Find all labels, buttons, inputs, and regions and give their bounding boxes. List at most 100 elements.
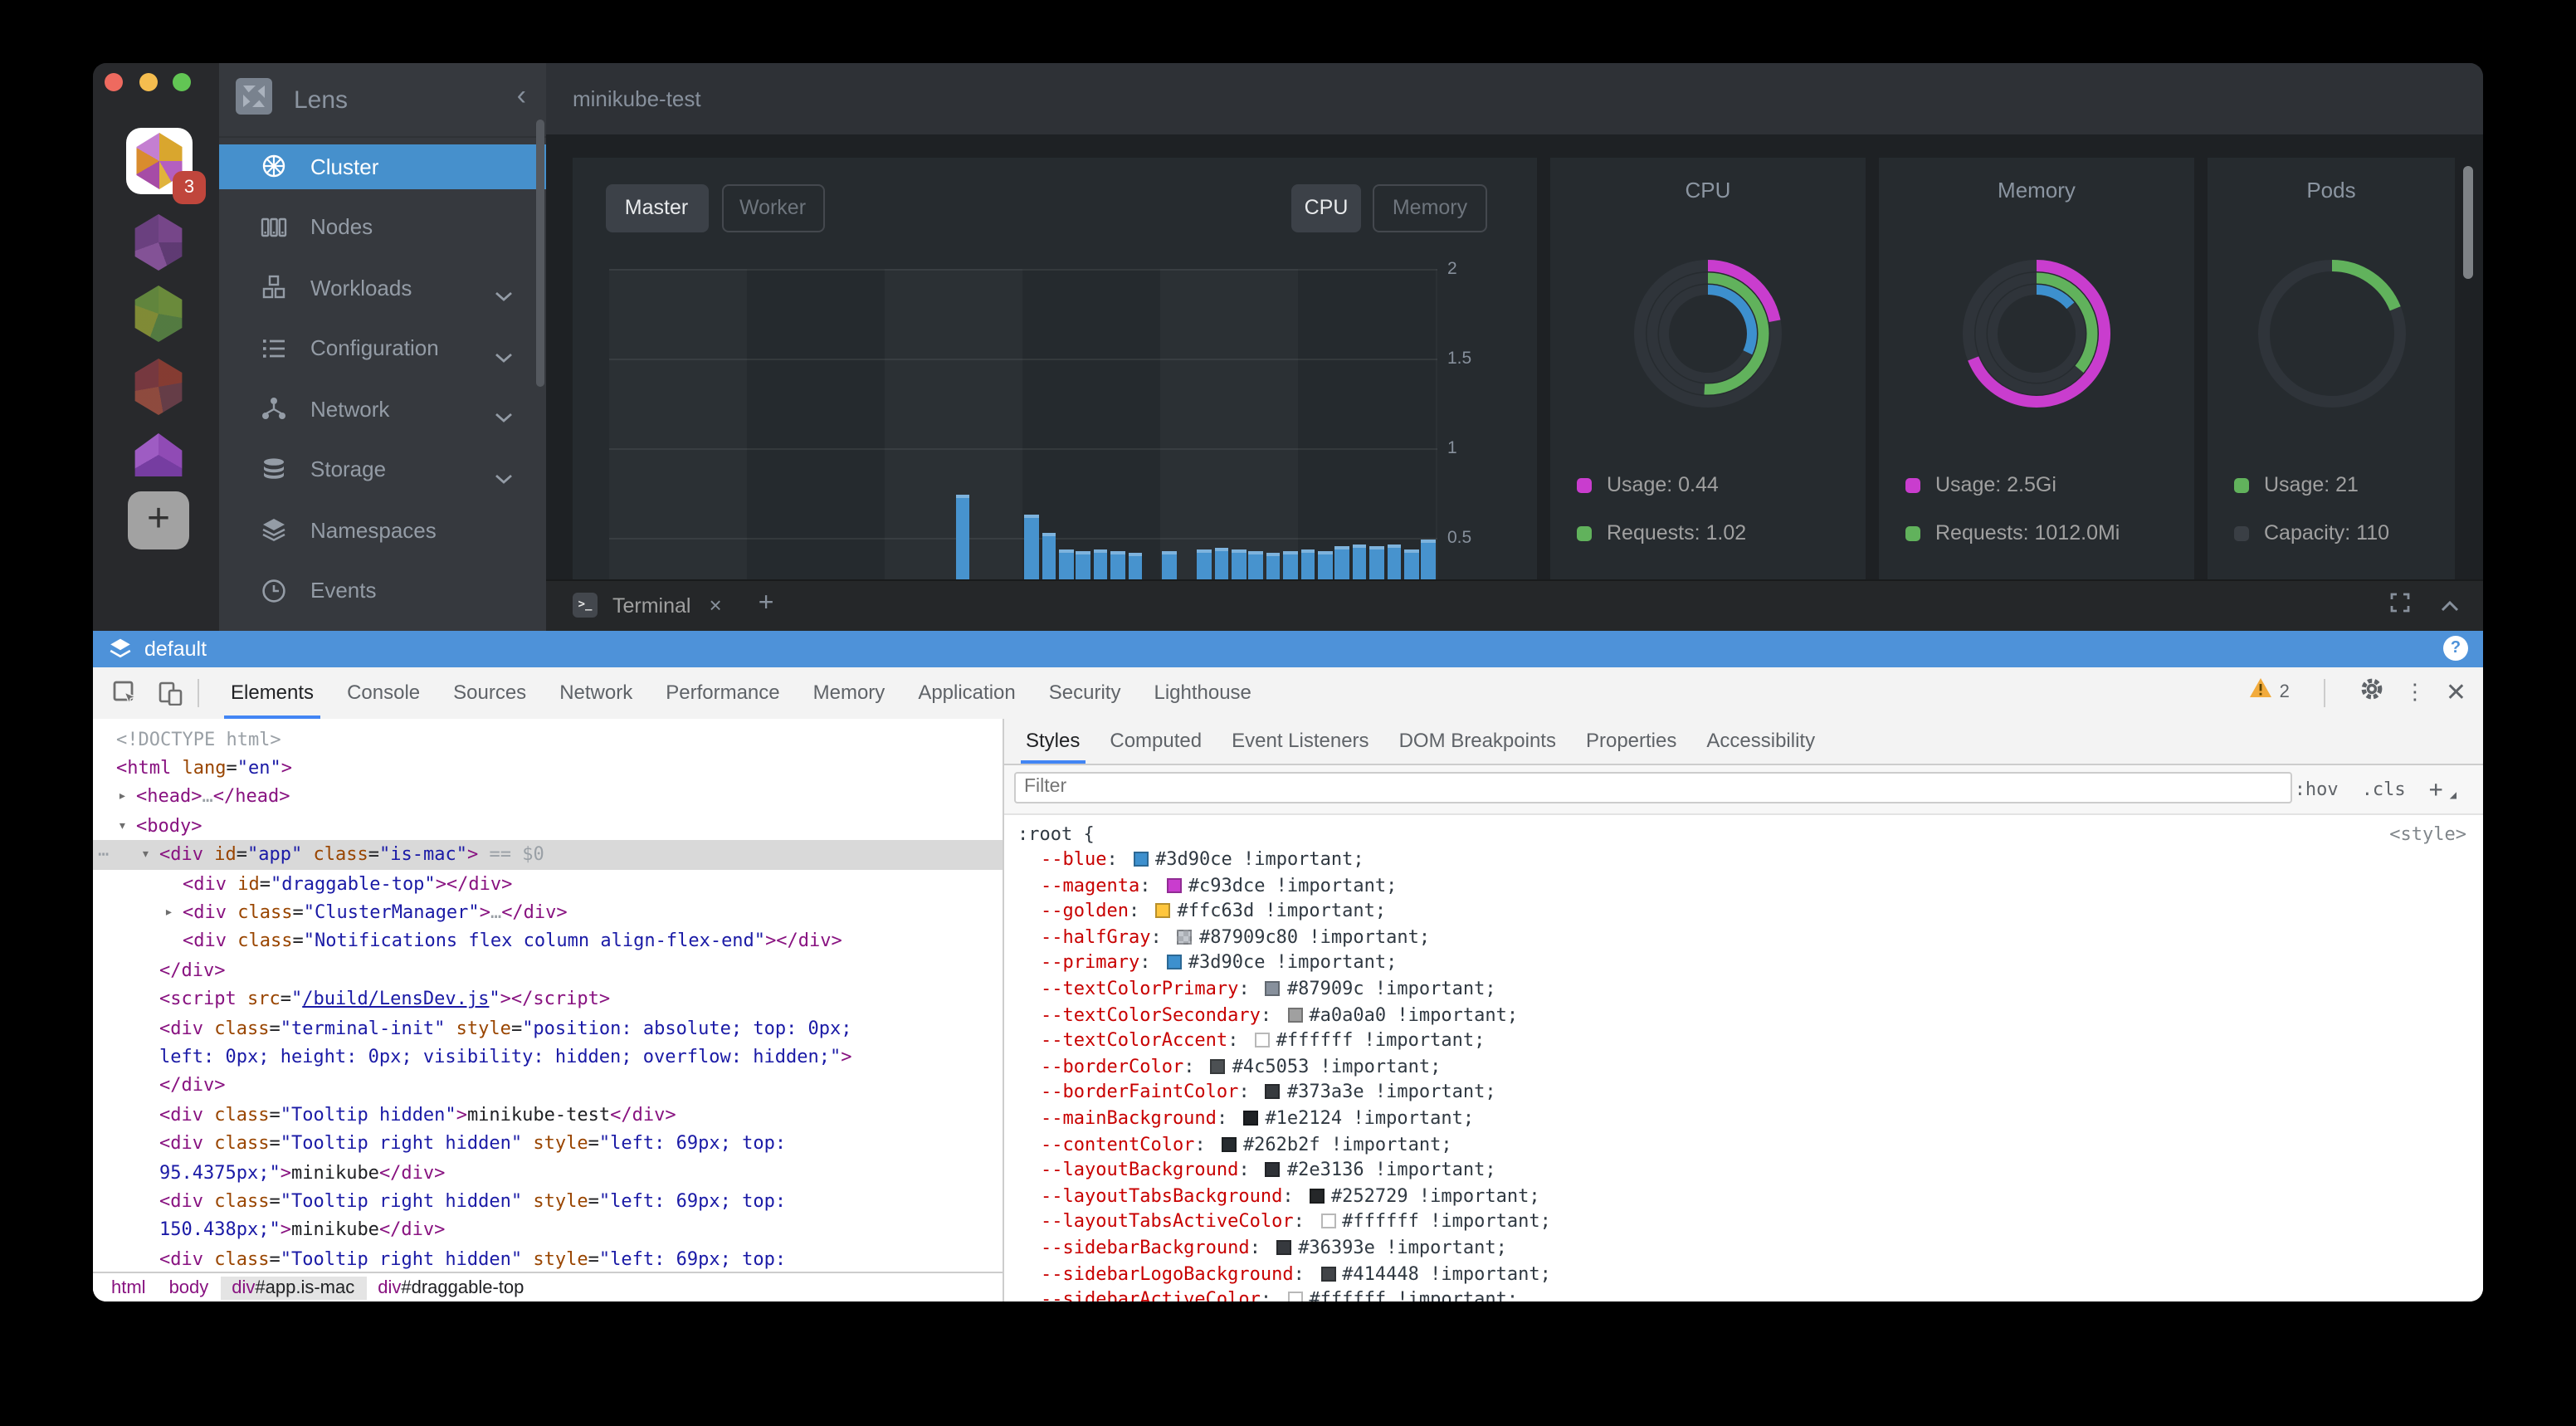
styles-tab-styles[interactable]: Styles [1011,718,1095,763]
new-style-rule-button[interactable]: + [2428,776,2443,803]
dom-tree-line[interactable]: </div> [159,959,226,981]
css-variable-line[interactable]: --textColorAccent: #ffffff !important; [1041,1029,1486,1052]
dom-tree-line[interactable]: <div class="terminal-init" style="positi… [159,1017,852,1039]
dom-tree-line[interactable]: 95.4375px;">minikube</div> [159,1161,446,1184]
breadcrumb-item[interactable]: div#app.is-mac [220,1276,367,1299]
sidebar-item-namespaces[interactable]: Namespaces [219,500,546,560]
devtools-tab-network[interactable]: Network [559,681,633,704]
dom-tree-line[interactable]: ⋯ ▾ <div id="app" class="is-mac"> == $0 [93,840,1003,870]
sidebar-item-workloads[interactable]: Workloads [219,257,546,318]
color-swatch[interactable] [1320,1266,1336,1282]
add-cluster-button[interactable]: + [128,491,189,549]
styles-tab-properties[interactable]: Properties [1585,729,1677,752]
color-swatch[interactable] [1210,1058,1226,1074]
device-toolbar-icon[interactable] [158,680,183,705]
color-swatch[interactable] [1155,903,1171,919]
color-swatch[interactable] [1265,1084,1281,1100]
sidebar-item-events[interactable]: Events [219,560,546,621]
dom-tree-line[interactable]: ▾ <body> [93,811,1003,840]
sidebar-scrollbar[interactable] [536,120,544,387]
css-variable-line[interactable]: --sidebarActiveColor: #ffffff !important… [1017,1287,2483,1301]
styles-tab-accessibility[interactable]: Accessibility [1706,729,1816,752]
devtools-tab-console[interactable]: Console [347,681,421,704]
sidebar-item-network[interactable]: Network [219,378,546,439]
zoom-window-button[interactable] [173,73,191,91]
color-swatch[interactable] [1265,1162,1281,1178]
styles-tab-computed[interactable]: Computed [1110,729,1203,752]
css-variable-line[interactable]: --layoutBackground: #2e3136 !important; [1041,1159,1496,1181]
devtools-tab-application[interactable]: Application [918,681,1016,704]
styles-tab-dom-breakpoints[interactable]: DOM Breakpoints [1398,729,1556,752]
css-variable-line[interactable]: --borderColor: #4c5053 !important; [1041,1055,1442,1077]
devtools-tab-security[interactable]: Security [1048,681,1121,704]
cluster-icon[interactable] [134,286,183,342]
rule-origin[interactable]: <style> [2389,823,2466,844]
dom-tree-line[interactable]: ▸ <div class="ClusterManager">…</div> [93,898,1003,927]
color-swatch[interactable] [1276,1240,1292,1255]
css-variable-line[interactable]: --magenta: #c93dce !important; [1041,874,1398,896]
dom-tree-line[interactable]: <!DOCTYPE html> [116,728,281,750]
breadcrumb-item[interactable]: body [168,1277,209,1297]
expand-arrow-icon[interactable]: ▸ [164,904,173,921]
rule-selector[interactable]: :root { [1017,823,1095,844]
collapse-arrow-icon[interactable]: ▾ [141,847,150,864]
color-swatch[interactable] [1254,1033,1270,1048]
dom-tree-line[interactable]: <div class="Notifications flex column al… [183,930,842,952]
css-variable-line[interactable]: --contentColor: #262b2f !important; [1041,1133,1452,1155]
devtools-tab-lighthouse[interactable]: Lighthouse [1154,681,1251,704]
terminal-add-icon[interactable]: + [758,588,774,618]
warning-icon[interactable] [2250,677,2273,707]
dom-tree-line[interactable]: left: 0px; height: 0px; visibility: hidd… [159,1045,852,1067]
sidebar-collapse-icon[interactable]: ‹ [516,80,526,111]
color-swatch[interactable] [1166,877,1182,893]
color-swatch[interactable] [1320,1214,1336,1229]
sidebar-item-cluster[interactable]: Cluster [219,136,546,197]
sidebar-item-nodes[interactable]: Nodes [219,197,546,257]
metric-cpu-button[interactable]: CPU [1291,183,1361,232]
devtools-tab-elements[interactable]: Elements [214,667,330,718]
sidebar-item-configuration[interactable]: Configuration [219,318,546,378]
terminal-close-icon[interactable]: × [709,593,722,618]
color-swatch[interactable] [1265,981,1281,997]
dom-tree-line[interactable]: ▸ <head>…</head> [93,783,1003,812]
breadcrumb-item[interactable]: html [111,1277,146,1297]
devtools-tab-performance[interactable]: Performance [666,681,780,704]
dom-tree-line[interactable]: <div class="Tooltip right hidden" style=… [159,1132,787,1155]
color-swatch[interactable] [1166,955,1182,970]
css-variable-line[interactable]: --sidebarBackground: #36393e !important; [1041,1237,1507,1258]
css-variable-line[interactable]: --primary: #3d90ce !important; [1041,951,1398,974]
dom-tree-line[interactable]: <div class="Tooltip hidden">minikube-tes… [159,1103,676,1126]
close-window-button[interactable] [105,73,123,91]
devtools-close-icon[interactable]: ✕ [2445,679,2466,707]
chevron-up-icon[interactable] [2440,591,2460,621]
css-variable-line[interactable]: --mainBackground: #1e2124 !important; [1041,1107,1475,1130]
class-toggle[interactable]: .cls [2361,779,2406,800]
minimize-window-button[interactable] [139,73,157,91]
cluster-icon[interactable] [134,214,183,271]
dom-tree-line[interactable]: <script src="/build/LensDev.js"></script… [159,988,611,1010]
devtools-tab-sources[interactable]: Sources [453,681,527,704]
dom-tree-line[interactable]: <div class="Tooltip right hidden" style=… [159,1190,787,1212]
css-variable-line[interactable]: --layoutTabsActiveColor: #ffffff !import… [1041,1210,1551,1233]
css-variable-line[interactable]: --textColorSecondary: #a0a0a0 !important… [1041,1004,1519,1026]
color-swatch[interactable] [1287,1007,1303,1023]
expand-arrow-icon[interactable]: ▸ [118,789,127,806]
settings-gear-icon[interactable] [2361,676,2384,708]
node-worker-button[interactable]: Worker [721,183,824,232]
dom-tree-line[interactable]: 150.438px;">minikube</div> [159,1218,446,1241]
more-menu-icon[interactable]: ⋮ [2403,679,2426,704]
inspect-element-icon[interactable] [113,680,138,705]
metric-memory-button[interactable]: Memory [1373,183,1487,232]
css-variable-line[interactable]: --halfGray: #87909c80 !important; [1041,925,1431,948]
color-swatch[interactable] [1243,1111,1259,1126]
css-variable-line[interactable]: --textColorPrimary: #87909c !important; [1041,978,1496,1000]
pseudo-state-toggle[interactable]: :hov [2294,779,2339,800]
color-swatch[interactable] [1134,852,1149,867]
css-variable-line[interactable]: --sidebarLogoBackground: #414448 !import… [1041,1262,1551,1285]
breadcrumb-item[interactable]: div#draggable-top [378,1277,524,1297]
devtools-tab-memory[interactable]: Memory [812,681,886,704]
styles-tab-event-listeners[interactable]: Event Listeners [1232,729,1369,752]
color-swatch[interactable] [1177,929,1193,945]
styles-filter-input[interactable] [1014,771,2292,803]
css-variable-line[interactable]: --layoutTabsBackground: #252729 !importa… [1041,1184,1540,1207]
